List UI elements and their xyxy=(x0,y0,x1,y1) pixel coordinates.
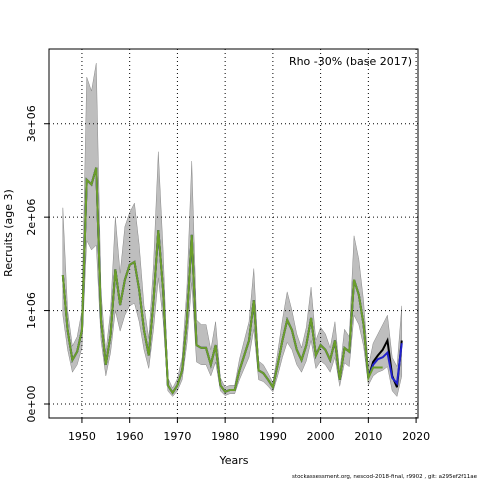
y-tick-label: 2e+06 xyxy=(25,199,38,236)
footer: stockassessment.org, nescod-2018-final, … xyxy=(292,474,478,480)
y-axis-label: Recruits (age 3) xyxy=(2,189,15,277)
x-tick-label: 1950 xyxy=(68,430,96,443)
plot-frame xyxy=(48,48,419,419)
y-tick-label: 1e+06 xyxy=(25,292,38,329)
x-tick-label: 1990 xyxy=(259,430,287,443)
series-line xyxy=(61,167,383,395)
x-tick-label: 2010 xyxy=(354,430,382,443)
confidence-band xyxy=(62,62,403,398)
x-tick-label: 1980 xyxy=(211,430,239,443)
y-tick-label: 3e+06 xyxy=(25,105,38,142)
x-axis-label: Years xyxy=(218,454,248,467)
x-tick-label: 1960 xyxy=(116,430,144,443)
y-tick-label: 0e+00 xyxy=(25,385,38,422)
x-tick-label: 2020 xyxy=(402,430,430,443)
x-tick-label: 1970 xyxy=(163,430,191,443)
x-tick-label: 2000 xyxy=(307,430,335,443)
annotation: Rho -30% (base 2017) xyxy=(289,55,412,68)
